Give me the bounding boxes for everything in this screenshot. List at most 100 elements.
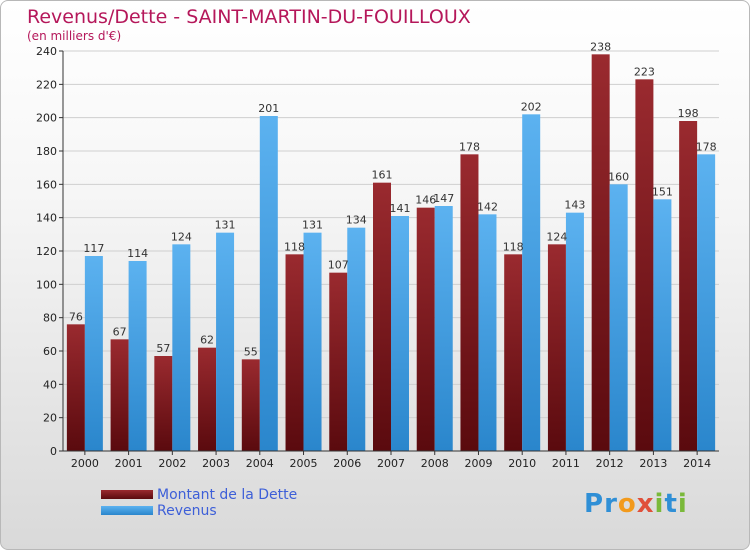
- bar-dette: [591, 54, 610, 451]
- bar-value-label: 202: [521, 100, 542, 113]
- y-tick-label: 60: [43, 345, 57, 358]
- x-tick-label: 2006: [333, 457, 361, 470]
- y-tick-label: 200: [36, 112, 57, 125]
- y-tick-label: 0: [50, 445, 57, 458]
- bar-dette: [504, 254, 523, 451]
- x-tick-label: 2008: [421, 457, 449, 470]
- y-tick-label: 240: [36, 45, 57, 58]
- x-tick-label: 2010: [508, 457, 536, 470]
- y-tick-label: 20: [43, 412, 57, 425]
- x-tick-label: 2000: [71, 457, 99, 470]
- y-tick-label: 160: [36, 178, 57, 191]
- y-tick-label: 140: [36, 212, 57, 225]
- bar-revenus: [391, 216, 409, 451]
- bar-value-label: 146: [415, 194, 436, 207]
- chart-subtitle: (en milliers d'€): [27, 29, 122, 43]
- bar-revenus: [303, 232, 322, 451]
- bar-revenus: [478, 214, 497, 451]
- legend: Montant de la Dette Revenus: [101, 487, 421, 519]
- bar-value-label: 134: [346, 214, 367, 227]
- bar-dette: [241, 359, 260, 451]
- bar-revenus: [434, 206, 453, 451]
- bar-revenus: [216, 232, 235, 451]
- bar-value-label: 160: [608, 170, 629, 183]
- bar-value-label: 114: [127, 247, 148, 260]
- legend-label-revenus: Revenus: [157, 503, 217, 519]
- bar-revenus: [347, 227, 366, 451]
- x-tick-label: 2011: [552, 457, 580, 470]
- bar-dette: [635, 79, 654, 451]
- value-labels: 76 117 67 114 57 124 62 131 55 201 118 131 107 134 161…: [69, 40, 717, 358]
- logo-letter: i: [677, 489, 688, 519]
- bar-value-label: 147: [433, 192, 454, 205]
- legend-label-dette: Montant de la Dette: [157, 487, 298, 503]
- x-tick-label: 2004: [246, 457, 274, 470]
- bar-value-label: 178: [696, 140, 717, 153]
- bar-revenus: [609, 184, 628, 452]
- bar-value-label: 131: [302, 219, 323, 232]
- bar-value-label: 161: [372, 169, 393, 182]
- bar-value-label: 151: [652, 185, 673, 198]
- bar-value-label: 223: [634, 65, 655, 78]
- legend-swatch-dette: [101, 490, 153, 499]
- bar-dette: [198, 347, 217, 451]
- legend-item-dette: Montant de la Dette: [101, 487, 421, 503]
- bar-value-label: 178: [459, 140, 480, 153]
- bar-revenus: [522, 114, 541, 451]
- bar-dette: [285, 254, 304, 451]
- bar-dette: [373, 182, 391, 451]
- y-tick-label: 180: [36, 145, 57, 158]
- logo-letter: o: [617, 489, 637, 519]
- bar-revenus: [84, 256, 103, 451]
- bar-revenus: [565, 212, 584, 451]
- bar-revenus: [128, 261, 147, 451]
- y-tick-label: 120: [36, 245, 57, 258]
- x-tick-label: 2002: [158, 457, 186, 470]
- proxiti-logo: Proxiti: [584, 489, 688, 519]
- bar-value-label: 143: [564, 199, 585, 212]
- bar-dette: [329, 272, 348, 451]
- bar-dette: [154, 356, 173, 451]
- bar-dette: [460, 154, 479, 452]
- bar-value-label: 55: [244, 345, 258, 358]
- bar-dette: [66, 324, 85, 451]
- y-tick-label: 80: [43, 312, 57, 325]
- legend-swatch-revenus: [101, 506, 153, 515]
- x-tick-label: 2013: [639, 457, 667, 470]
- legend-item-revenus: Revenus: [101, 503, 421, 519]
- bar-dette: [679, 121, 698, 451]
- x-tick-label: 2014: [683, 457, 711, 470]
- bar-value-label: 131: [215, 219, 236, 232]
- bar-value-label: 124: [171, 230, 192, 243]
- bar-value-label: 62: [200, 334, 214, 347]
- bar-value-label: 238: [590, 40, 611, 53]
- chart-title: Revenus/Dette - SAINT-MARTIN-DU-FOUILLOU…: [27, 6, 471, 28]
- bar-dette: [416, 207, 435, 451]
- bar-value-label: 76: [69, 310, 83, 323]
- bar-value-label: 117: [83, 242, 104, 255]
- logo-letter: x: [636, 489, 655, 519]
- logo-letter: i: [654, 489, 665, 519]
- bar-dette: [110, 339, 129, 451]
- bar-value-label: 57: [156, 342, 170, 355]
- logo-letter: t: [664, 489, 678, 519]
- bar-dette: [547, 244, 566, 451]
- bar-revenus: [653, 199, 672, 451]
- x-tick-label: 2009: [464, 457, 492, 470]
- logo-letter: r: [604, 489, 618, 519]
- y-tick-label: 220: [36, 78, 57, 91]
- bar-value-label: 118: [284, 240, 305, 253]
- bar-value-label: 124: [546, 230, 567, 243]
- bar-value-label: 198: [678, 107, 699, 120]
- bar-revenus: [697, 154, 716, 452]
- bar-value-label: 118: [503, 240, 524, 253]
- logo-letter: P: [584, 489, 605, 519]
- x-tick-label: 2012: [596, 457, 624, 470]
- x-tick-label: 2001: [115, 457, 143, 470]
- bar-revenus: [172, 244, 191, 451]
- bar-revenus: [259, 116, 278, 451]
- axes: 0 20 40 60 80 100 120 140 160 180 200 220 240 2000 200…: [36, 45, 719, 470]
- y-tick-label: 40: [43, 378, 57, 391]
